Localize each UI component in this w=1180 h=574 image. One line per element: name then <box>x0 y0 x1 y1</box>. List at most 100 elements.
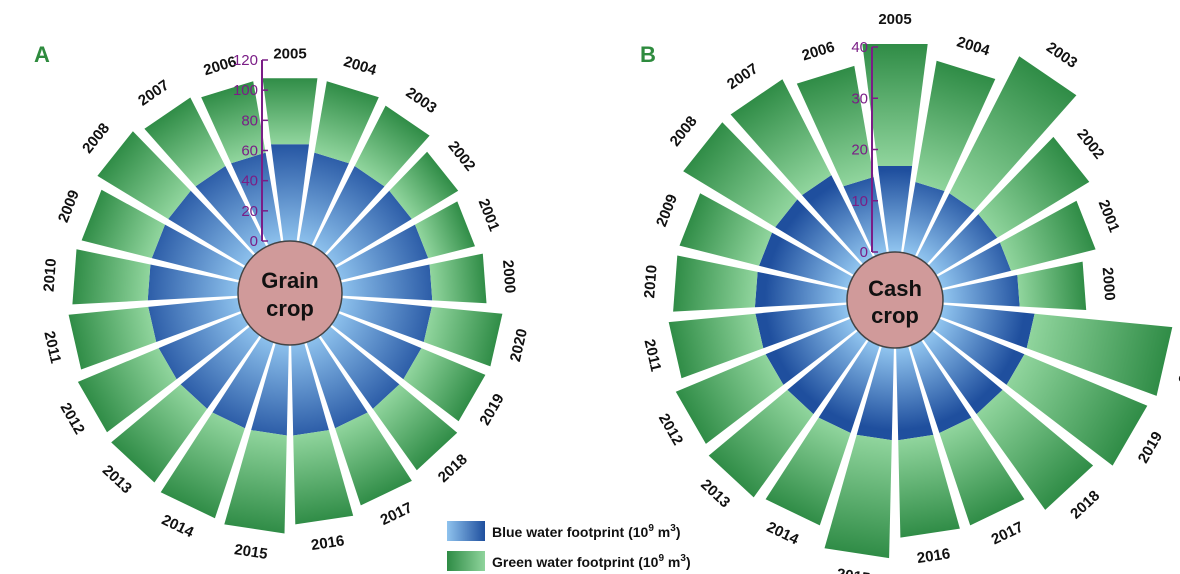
year-label-2013: 2013 <box>99 462 135 497</box>
axis-tick-label: 20 <box>851 142 868 159</box>
year-label-2020: 2020 <box>507 327 531 363</box>
green-bar-2013 <box>111 384 208 483</box>
year-label-2011: 2011 <box>641 338 665 374</box>
year-label-2020: 2020 <box>1176 349 1180 385</box>
legend-label-blue: Blue water footprint (109 m3) <box>492 523 681 540</box>
green-bar-2008 <box>97 131 191 219</box>
year-label-2016: 2016 <box>916 545 952 567</box>
year-label-2017: 2017 <box>378 499 415 529</box>
green-bar-2015 <box>824 434 892 559</box>
grain-crop-axis: 0 20 40 60 80 100 120 <box>233 52 268 250</box>
year-label-2004: 2004 <box>342 53 380 79</box>
year-label-2014: 2014 <box>159 511 197 541</box>
center-label-line1: Cash <box>868 276 922 301</box>
year-label-2007: 2007 <box>135 77 172 110</box>
grain-crop-bars <box>68 78 503 534</box>
green-bar-2007 <box>144 97 226 187</box>
year-label-2010: 2010 <box>41 258 60 293</box>
green-bar-2002 <box>978 136 1090 238</box>
legend-swatch-blue <box>447 521 485 541</box>
year-label-2012: 2012 <box>57 400 88 437</box>
year-label-2012: 2012 <box>655 411 686 448</box>
year-label-2004: 2004 <box>955 33 993 59</box>
green-bar-2004 <box>314 81 379 164</box>
green-bar-2016 <box>293 430 354 525</box>
year-label-2005: 2005 <box>273 46 306 63</box>
year-label-2008: 2008 <box>667 113 701 150</box>
year-label-2011: 2011 <box>40 330 64 366</box>
green-bar-2008 <box>683 122 798 228</box>
axis-tick-label: 40 <box>241 173 258 190</box>
green-bar-2001 <box>1000 200 1096 271</box>
green-bar-2006 <box>796 65 874 187</box>
legend-swatch-green <box>447 551 485 571</box>
green-bar-2014 <box>160 412 245 519</box>
green-bar-2020 <box>1026 313 1173 396</box>
year-label-2001: 2001 <box>1095 198 1123 235</box>
green-bar-2019 <box>1006 354 1148 466</box>
panel-label-b: B <box>640 42 656 67</box>
year-label-2019: 2019 <box>1135 429 1166 466</box>
grain-crop-center-circle <box>237 240 343 346</box>
green-bar-2009 <box>81 189 165 259</box>
green-bar-2007 <box>730 79 832 196</box>
axis-tick-label: 120 <box>233 52 258 69</box>
year-label-2007: 2007 <box>724 60 761 93</box>
green-bar-2014 <box>765 417 851 526</box>
green-bar-2003 <box>949 56 1077 211</box>
axis-tick-label: 10 <box>851 193 868 210</box>
green-bar-2018 <box>372 384 458 471</box>
green-bar-2013 <box>708 389 814 498</box>
axis-tick-label: 0 <box>860 244 868 261</box>
year-label-2010: 2010 <box>641 264 660 299</box>
year-label-2001: 2001 <box>475 196 503 233</box>
green-bar-2018 <box>976 389 1094 510</box>
year-label-2016: 2016 <box>310 532 346 554</box>
year-label-2018: 2018 <box>435 451 471 486</box>
green-bar-2005 <box>862 44 928 166</box>
year-label-2009: 2009 <box>55 188 83 225</box>
year-label-2017: 2017 <box>989 519 1026 549</box>
green-bar-2012 <box>77 348 177 433</box>
year-label-2005: 2005 <box>878 11 911 28</box>
axis-tick-label: 100 <box>233 82 258 99</box>
year-label-2013: 2013 <box>697 476 733 511</box>
year-label-2006: 2006 <box>800 38 837 64</box>
green-bar-2017 <box>335 412 412 506</box>
axis-tick-label: 80 <box>241 112 258 129</box>
green-bar-2012 <box>675 354 784 444</box>
blue-bar-2005 <box>271 144 309 293</box>
axis-tick-label: 30 <box>851 90 868 107</box>
year-label-2019: 2019 <box>476 391 507 428</box>
legend: Blue water footprint (109 m3) Green wate… <box>447 521 691 571</box>
cash-crop-axis: 0 10 20 30 40 <box>851 39 878 261</box>
blue-bar-2005 <box>877 166 913 300</box>
green-bar-2011 <box>68 306 157 370</box>
center-label-line2: crop <box>871 303 919 328</box>
green-bar-2000 <box>1017 261 1087 310</box>
green-bar-2019 <box>403 348 486 422</box>
green-bar-2001 <box>415 201 475 259</box>
year-label-2002: 2002 <box>444 138 478 175</box>
year-label-2018: 2018 <box>1067 487 1103 522</box>
center-label-line2: crop <box>266 296 314 321</box>
green-bar-2006 <box>201 81 266 164</box>
year-label-2000: 2000 <box>499 259 518 294</box>
axis-tick-label: 40 <box>851 39 868 56</box>
green-bar-2017 <box>939 417 1025 526</box>
year-label-2014: 2014 <box>764 519 802 549</box>
green-bar-2010 <box>673 255 758 312</box>
green-bar-2016 <box>898 434 960 538</box>
green-bar-2009 <box>679 193 772 266</box>
green-bar-2010 <box>72 249 151 305</box>
green-bar-2011 <box>668 313 764 379</box>
year-label-2009: 2009 <box>653 192 681 229</box>
year-label-2003: 2003 <box>403 84 440 117</box>
center-label-line1: Grain <box>261 268 318 293</box>
year-label-2002: 2002 <box>1073 126 1107 163</box>
green-bar-2005 <box>262 78 318 145</box>
cash-crop-chart: B 2005 2004 2003 2002 2001 2000 2020 2019 2018 20… <box>640 11 1180 574</box>
year-label-2008: 2008 <box>79 120 113 157</box>
